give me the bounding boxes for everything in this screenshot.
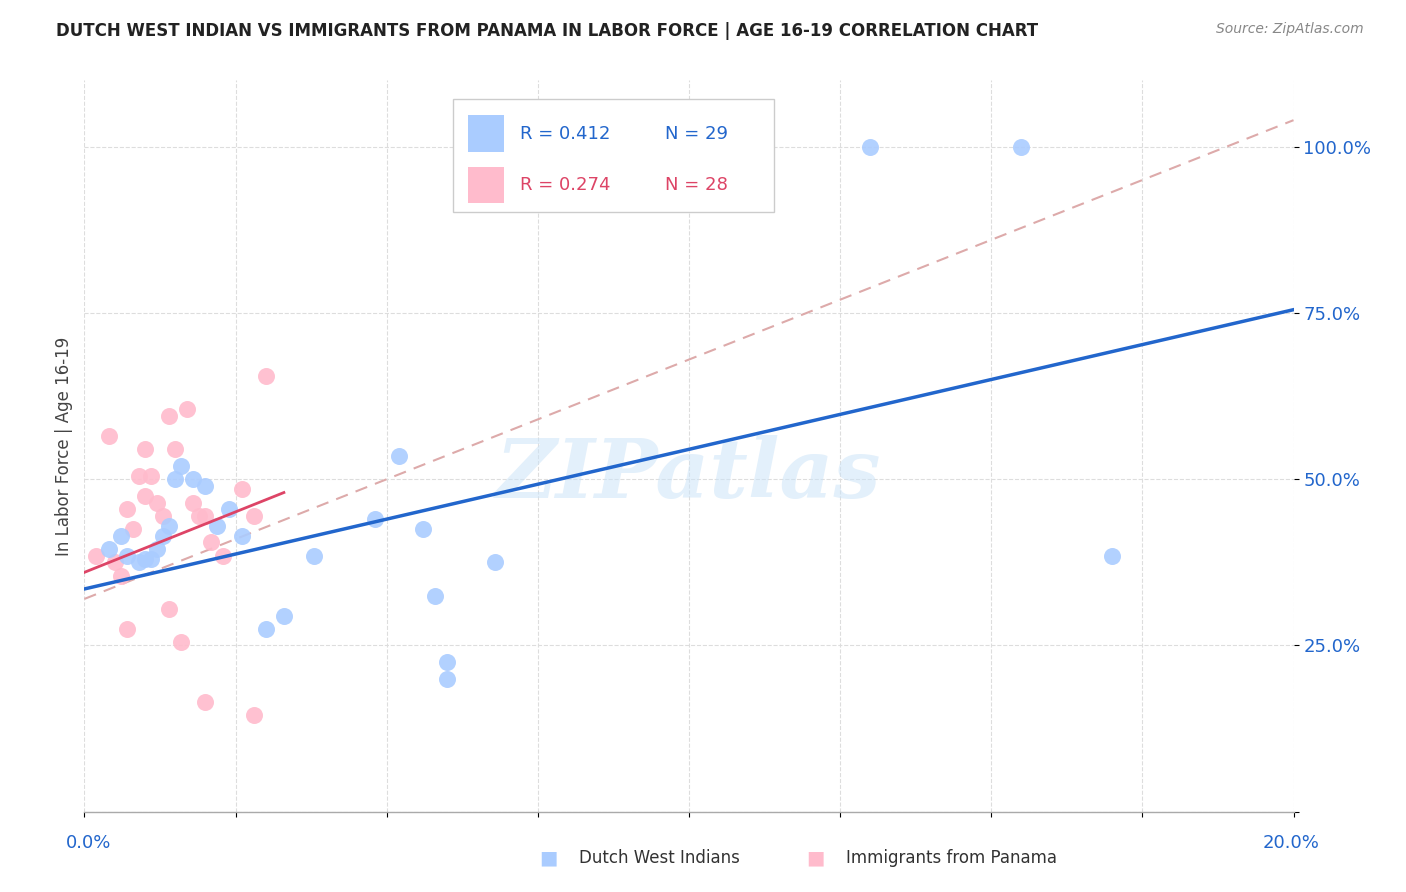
- Point: [97, 429, 120, 443]
- Point: [254, 622, 277, 636]
- Text: Dutch West Indians: Dutch West Indians: [579, 849, 740, 867]
- Text: 0.0%: 0.0%: [66, 834, 111, 852]
- Point: [231, 529, 253, 543]
- FancyBboxPatch shape: [468, 115, 503, 152]
- Point: [207, 518, 229, 533]
- Point: [423, 589, 446, 603]
- Point: [188, 508, 211, 523]
- Point: [163, 472, 186, 486]
- Point: [363, 512, 385, 526]
- Point: [200, 535, 222, 549]
- Point: [115, 549, 138, 563]
- Point: [115, 502, 138, 516]
- Point: [436, 672, 458, 686]
- Point: [181, 472, 204, 486]
- Point: [86, 549, 108, 563]
- Point: [139, 552, 162, 566]
- Point: [110, 568, 132, 582]
- Point: [134, 552, 156, 566]
- Point: [128, 555, 150, 569]
- Point: [139, 469, 162, 483]
- Text: Source: ZipAtlas.com: Source: ZipAtlas.com: [1216, 22, 1364, 37]
- Point: [254, 369, 277, 384]
- Point: [194, 508, 217, 523]
- Point: [152, 529, 174, 543]
- FancyBboxPatch shape: [468, 167, 503, 203]
- Text: N = 28: N = 28: [665, 176, 728, 194]
- Y-axis label: In Labor Force | Age 16-19: In Labor Force | Age 16-19: [55, 336, 73, 556]
- Point: [218, 502, 240, 516]
- Point: [146, 542, 169, 557]
- Point: [1101, 549, 1123, 563]
- Point: [176, 402, 198, 417]
- Point: [152, 508, 174, 523]
- Point: [194, 695, 217, 709]
- Point: [302, 549, 325, 563]
- Point: [242, 508, 264, 523]
- Point: [97, 542, 120, 557]
- Point: [121, 522, 143, 536]
- Point: [104, 555, 127, 569]
- Point: [242, 708, 264, 723]
- Point: [388, 449, 411, 463]
- Text: ZIPatlas: ZIPatlas: [496, 435, 882, 516]
- Point: [859, 140, 882, 154]
- Point: [157, 602, 180, 616]
- Text: DUTCH WEST INDIAN VS IMMIGRANTS FROM PANAMA IN LABOR FORCE | AGE 16-19 CORRELATI: DUTCH WEST INDIAN VS IMMIGRANTS FROM PAN…: [56, 22, 1039, 40]
- Point: [231, 482, 253, 496]
- Text: ■: ■: [538, 848, 558, 868]
- Point: [163, 442, 186, 457]
- Point: [146, 495, 169, 509]
- Text: Immigrants from Panama: Immigrants from Panama: [846, 849, 1057, 867]
- Text: N = 29: N = 29: [665, 125, 728, 143]
- Point: [412, 522, 434, 536]
- Point: [157, 518, 180, 533]
- Point: [170, 635, 193, 649]
- Point: [194, 479, 217, 493]
- Point: [181, 495, 204, 509]
- Point: [134, 442, 156, 457]
- Text: ■: ■: [806, 848, 825, 868]
- Point: [115, 622, 138, 636]
- Point: [1010, 140, 1032, 154]
- Point: [128, 469, 150, 483]
- Text: 20.0%: 20.0%: [1263, 834, 1319, 852]
- Text: R = 0.412: R = 0.412: [520, 125, 610, 143]
- Point: [436, 655, 458, 669]
- Point: [484, 555, 506, 569]
- Point: [134, 489, 156, 503]
- Point: [170, 458, 193, 473]
- Text: R = 0.274: R = 0.274: [520, 176, 610, 194]
- Point: [110, 529, 132, 543]
- FancyBboxPatch shape: [453, 99, 773, 212]
- Point: [212, 549, 235, 563]
- Point: [157, 409, 180, 423]
- Point: [273, 608, 295, 623]
